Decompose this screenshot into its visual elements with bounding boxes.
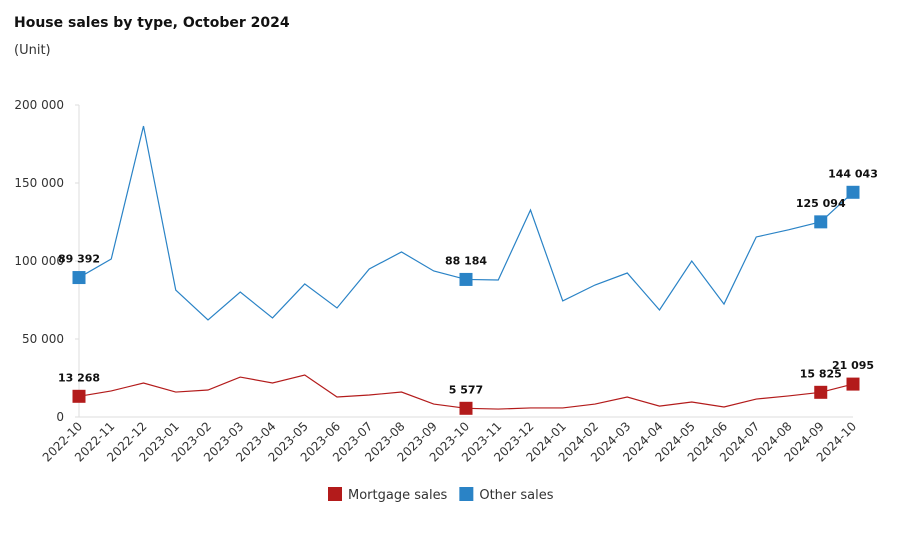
data-label: 144 043 [828, 167, 878, 180]
data-label: 125 094 [796, 197, 846, 210]
chart-subtitle: (Unit) [14, 43, 51, 58]
data-label: 21 095 [832, 359, 874, 372]
point-marker [846, 377, 860, 391]
point-marker [459, 272, 473, 286]
point-marker [72, 271, 86, 285]
data-label: 5 577 [449, 383, 483, 396]
legend-swatch [328, 487, 342, 501]
point-marker [72, 389, 86, 403]
point-marker [814, 215, 828, 229]
data-label: 13 268 [58, 371, 100, 384]
y-tick-label: 150 000 [14, 176, 64, 190]
data-label: 89 392 [58, 253, 100, 266]
y-tick-label: 200 000 [14, 98, 64, 112]
y-tick-label: 50 000 [22, 332, 64, 346]
legend-label: Other sales [479, 488, 553, 503]
y-tick-label: 0 [56, 410, 64, 424]
legend-swatch [459, 487, 474, 501]
y-tick-label: 100 000 [14, 254, 64, 268]
chart-title: House sales by type, October 2024 [14, 15, 290, 31]
legend-label: Mortgage sales [348, 488, 448, 503]
series-line [78, 125, 854, 321]
data-label: 88 184 [445, 254, 487, 267]
point-marker [459, 401, 473, 415]
data-label: 15 825 [800, 367, 842, 380]
point-marker [846, 185, 860, 199]
point-marker [814, 385, 828, 399]
